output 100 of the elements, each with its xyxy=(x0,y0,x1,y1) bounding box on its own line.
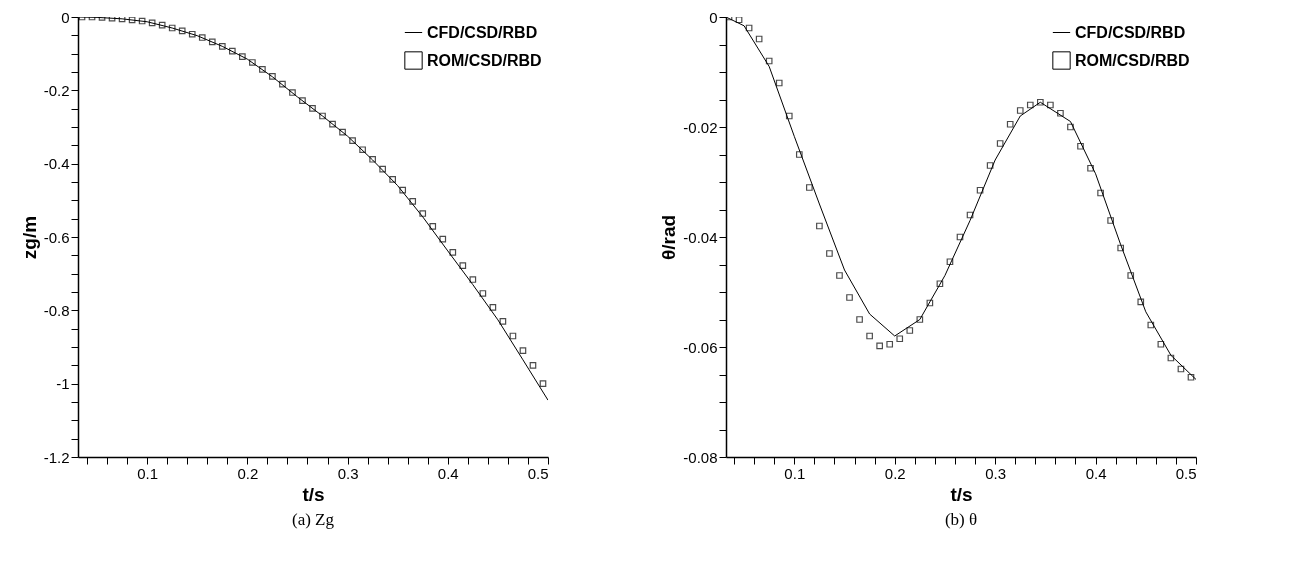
point xyxy=(399,186,407,194)
legend-label: CFD/CSD/RBD xyxy=(427,23,538,41)
point xyxy=(519,347,527,354)
point xyxy=(389,176,397,183)
point xyxy=(866,332,873,340)
point xyxy=(479,290,487,297)
y-tick-label: -0.06 xyxy=(683,338,718,356)
point xyxy=(178,27,186,35)
point xyxy=(1137,298,1145,306)
x-tick-label: 0.1 xyxy=(137,464,159,482)
point xyxy=(469,276,477,283)
text: (a) Zg xyxy=(291,510,335,529)
point xyxy=(1077,142,1084,150)
point xyxy=(846,294,853,301)
point xyxy=(289,89,296,96)
point xyxy=(946,258,954,266)
point xyxy=(765,57,773,65)
point xyxy=(1127,272,1135,279)
point xyxy=(158,21,166,29)
point xyxy=(489,304,497,311)
point xyxy=(1117,244,1125,252)
point xyxy=(1147,321,1155,329)
point xyxy=(429,223,437,230)
y-tick-label: -0.04 xyxy=(683,228,718,246)
point xyxy=(916,316,924,323)
point xyxy=(1067,123,1074,131)
point xyxy=(529,361,537,369)
x-tick-label: 0.3 xyxy=(337,464,359,482)
point xyxy=(735,17,743,24)
point xyxy=(499,317,507,325)
y-tick-label: -0.6 xyxy=(43,228,70,246)
point xyxy=(1187,373,1195,381)
x-tick-label: 0.5 xyxy=(1175,464,1197,482)
y-tick-label: -0.02 xyxy=(683,118,718,136)
point xyxy=(168,24,176,32)
point xyxy=(449,249,457,256)
point xyxy=(1107,217,1114,224)
point xyxy=(936,280,944,288)
point xyxy=(996,140,1004,147)
point xyxy=(279,80,286,88)
point xyxy=(775,79,783,87)
text: (b) θ xyxy=(944,510,978,529)
y-tick-label: -1.2 xyxy=(43,448,70,466)
y-axis-title: θ/rad xyxy=(658,214,680,261)
point xyxy=(755,35,763,43)
point xyxy=(379,165,386,173)
point xyxy=(239,53,246,60)
point xyxy=(806,184,813,191)
point xyxy=(259,66,266,73)
point xyxy=(816,222,823,230)
point xyxy=(906,327,914,334)
x-tick-label: 0.4 xyxy=(1085,464,1107,482)
point xyxy=(1026,101,1034,109)
point xyxy=(795,151,803,158)
point xyxy=(876,342,883,350)
point xyxy=(198,34,206,41)
y-tick-label: 0 xyxy=(709,8,718,26)
point xyxy=(926,299,934,307)
point xyxy=(1006,120,1014,128)
point xyxy=(826,250,833,257)
y-tick-label: -0.2 xyxy=(43,81,70,99)
x-tick-label: 0.5 xyxy=(527,464,549,482)
point xyxy=(745,24,753,32)
point xyxy=(188,30,196,38)
legend-label: ROM/CSD/RBD xyxy=(1075,51,1190,69)
point xyxy=(359,146,366,154)
point xyxy=(1177,365,1185,373)
point xyxy=(228,47,236,55)
point xyxy=(309,104,316,112)
point xyxy=(1097,189,1104,197)
y-tick-label: -0.8 xyxy=(43,301,70,319)
point xyxy=(1016,107,1024,114)
point xyxy=(976,186,984,194)
point xyxy=(1167,354,1175,362)
point xyxy=(539,380,547,387)
point xyxy=(1057,109,1064,117)
point xyxy=(785,112,793,120)
y-tick-label: -1 xyxy=(56,375,70,393)
x-tick-label: 0.2 xyxy=(884,464,906,482)
y-tick-label: 0 xyxy=(61,8,70,26)
point xyxy=(1157,340,1165,348)
point xyxy=(836,272,843,279)
point xyxy=(148,19,156,27)
y-tick-label: -0.4 xyxy=(43,155,70,173)
x-axis-title: t/s xyxy=(950,483,973,505)
x-axis-title: t/s xyxy=(302,483,325,505)
point xyxy=(1047,101,1054,109)
point xyxy=(419,210,427,217)
point xyxy=(329,120,336,128)
point xyxy=(1087,164,1094,172)
point xyxy=(339,128,346,136)
point xyxy=(409,198,417,205)
point xyxy=(249,59,256,66)
point xyxy=(1037,98,1044,106)
x-tick-label: 0.4 xyxy=(437,464,459,482)
point xyxy=(319,112,326,120)
point xyxy=(208,38,216,46)
legend-label: ROM/CSD/RBD xyxy=(427,51,542,69)
point xyxy=(986,162,994,169)
point xyxy=(218,42,226,50)
